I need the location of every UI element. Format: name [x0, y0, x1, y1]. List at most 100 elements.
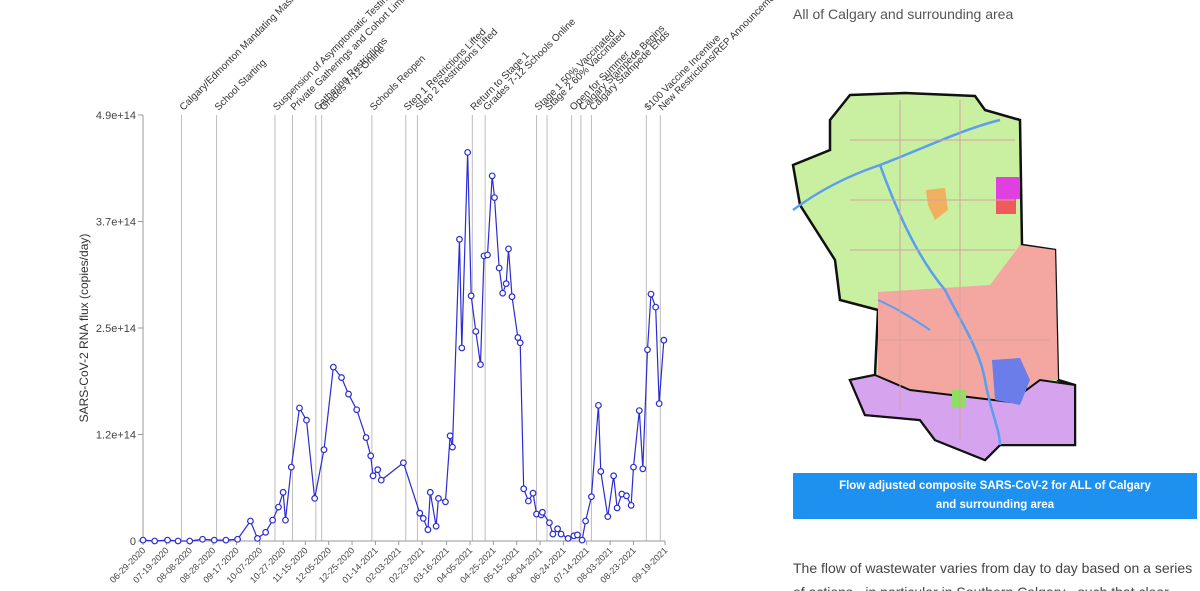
- data-point: [499, 289, 507, 297]
- chart-button[interactable]: Flow adjusted composite SARS-CoV-2 for A…: [793, 473, 1197, 519]
- data-point: [524, 497, 532, 505]
- map-patch: [996, 199, 1016, 214]
- data-point: [329, 363, 337, 371]
- data-point: [416, 509, 424, 517]
- data-point: [582, 517, 589, 525]
- data-point: [613, 504, 621, 512]
- body-text: The flow of wastewater varies from day t…: [793, 560, 1193, 591]
- data-point: [279, 488, 287, 496]
- y-axis-label: SARS-CoV-2 RNA flux (copies/day): [77, 234, 91, 423]
- data-point: [164, 536, 171, 544]
- panel-heading: All of Calgary and surrounding area: [793, 6, 1014, 22]
- data-point: [597, 468, 605, 475]
- data-point: [353, 406, 361, 414]
- data-point: [604, 513, 612, 521]
- data-point: [151, 537, 159, 545]
- data-point: [458, 344, 466, 352]
- map-patch: [926, 188, 948, 220]
- data-point: [545, 519, 553, 527]
- y-tick-label: 3.7e+14: [96, 217, 136, 229]
- event-label: Return to Stage 1: [469, 50, 533, 114]
- data-point: [660, 336, 668, 344]
- data-point: [369, 472, 377, 480]
- data-point: [449, 443, 456, 451]
- data-point: [495, 264, 503, 272]
- data-point: [477, 361, 484, 368]
- data-point: [275, 503, 282, 511]
- data-point: [578, 536, 586, 544]
- data-point: [635, 407, 643, 414]
- map-river: [792, 118, 1001, 212]
- data-point: [435, 495, 442, 502]
- data-point: [623, 492, 630, 500]
- data-point: [647, 290, 655, 298]
- y-tick-label: 1.2e+14: [96, 430, 136, 442]
- map-river: [877, 299, 931, 331]
- data-point: [247, 517, 254, 525]
- data-point: [464, 148, 472, 156]
- data-point: [174, 537, 182, 545]
- data-point: [639, 465, 647, 473]
- map-patch: [992, 358, 1030, 405]
- data-point: [554, 525, 561, 533]
- data-point: [595, 401, 602, 409]
- event-label: New Restrictions/REP Announcement: [657, 0, 780, 113]
- data-point: [419, 514, 427, 522]
- data-point: [199, 535, 206, 543]
- data-point: [549, 530, 557, 538]
- y-tick-label: 2.5e+14: [96, 323, 136, 335]
- data-point: [564, 534, 572, 542]
- data-point: [262, 528, 270, 536]
- data-line: [142, 152, 665, 542]
- data-point: [426, 488, 434, 496]
- data-point: [311, 495, 319, 502]
- event-label: Private Gatherings and Cohort Limits: [289, 0, 413, 113]
- data-point: [234, 535, 241, 543]
- data-point: [652, 303, 660, 311]
- data-point: [320, 446, 328, 454]
- chart: SARS-CoV-2 RNA flux (copies/day) Calgary…: [77, 0, 780, 585]
- data-point: [488, 172, 496, 180]
- data-point: [269, 516, 277, 524]
- data-point: [287, 463, 295, 471]
- data-point: [505, 245, 512, 253]
- data-point: [442, 498, 449, 506]
- map-river: [878, 164, 1002, 446]
- data-point: [139, 536, 147, 544]
- data-point: [424, 526, 432, 534]
- data-point: [472, 328, 480, 335]
- map: [791, 91, 1077, 462]
- data-point: [529, 489, 537, 497]
- data-point: [377, 476, 385, 484]
- y-tick-label: 0: [130, 536, 136, 548]
- data-point: [296, 404, 303, 412]
- data-point: [362, 434, 370, 441]
- data-point: [338, 374, 345, 381]
- y-tick-label: 4.9e+14: [96, 110, 136, 122]
- data-point: [484, 251, 491, 259]
- data-point: [508, 293, 516, 301]
- data-point: [303, 416, 310, 424]
- data-point: [400, 459, 407, 467]
- data-point: [374, 466, 382, 474]
- map-patch: [952, 390, 966, 408]
- data-point: [502, 280, 510, 288]
- data-point: [456, 235, 463, 243]
- data-point: [588, 493, 595, 501]
- data-point: [467, 292, 475, 300]
- data-point: [627, 501, 635, 509]
- data-point: [446, 432, 454, 440]
- data-point: [254, 534, 261, 542]
- data-point: [655, 400, 663, 408]
- data-point: [644, 346, 651, 354]
- data-point: [610, 472, 618, 480]
- data-point: [630, 463, 637, 471]
- data-point: [574, 531, 581, 539]
- data-point: [282, 516, 289, 524]
- data-point: [222, 536, 230, 544]
- map-roads: [850, 100, 1050, 440]
- data-point: [210, 536, 218, 544]
- data-point: [186, 537, 194, 545]
- map-patch: [996, 177, 1020, 199]
